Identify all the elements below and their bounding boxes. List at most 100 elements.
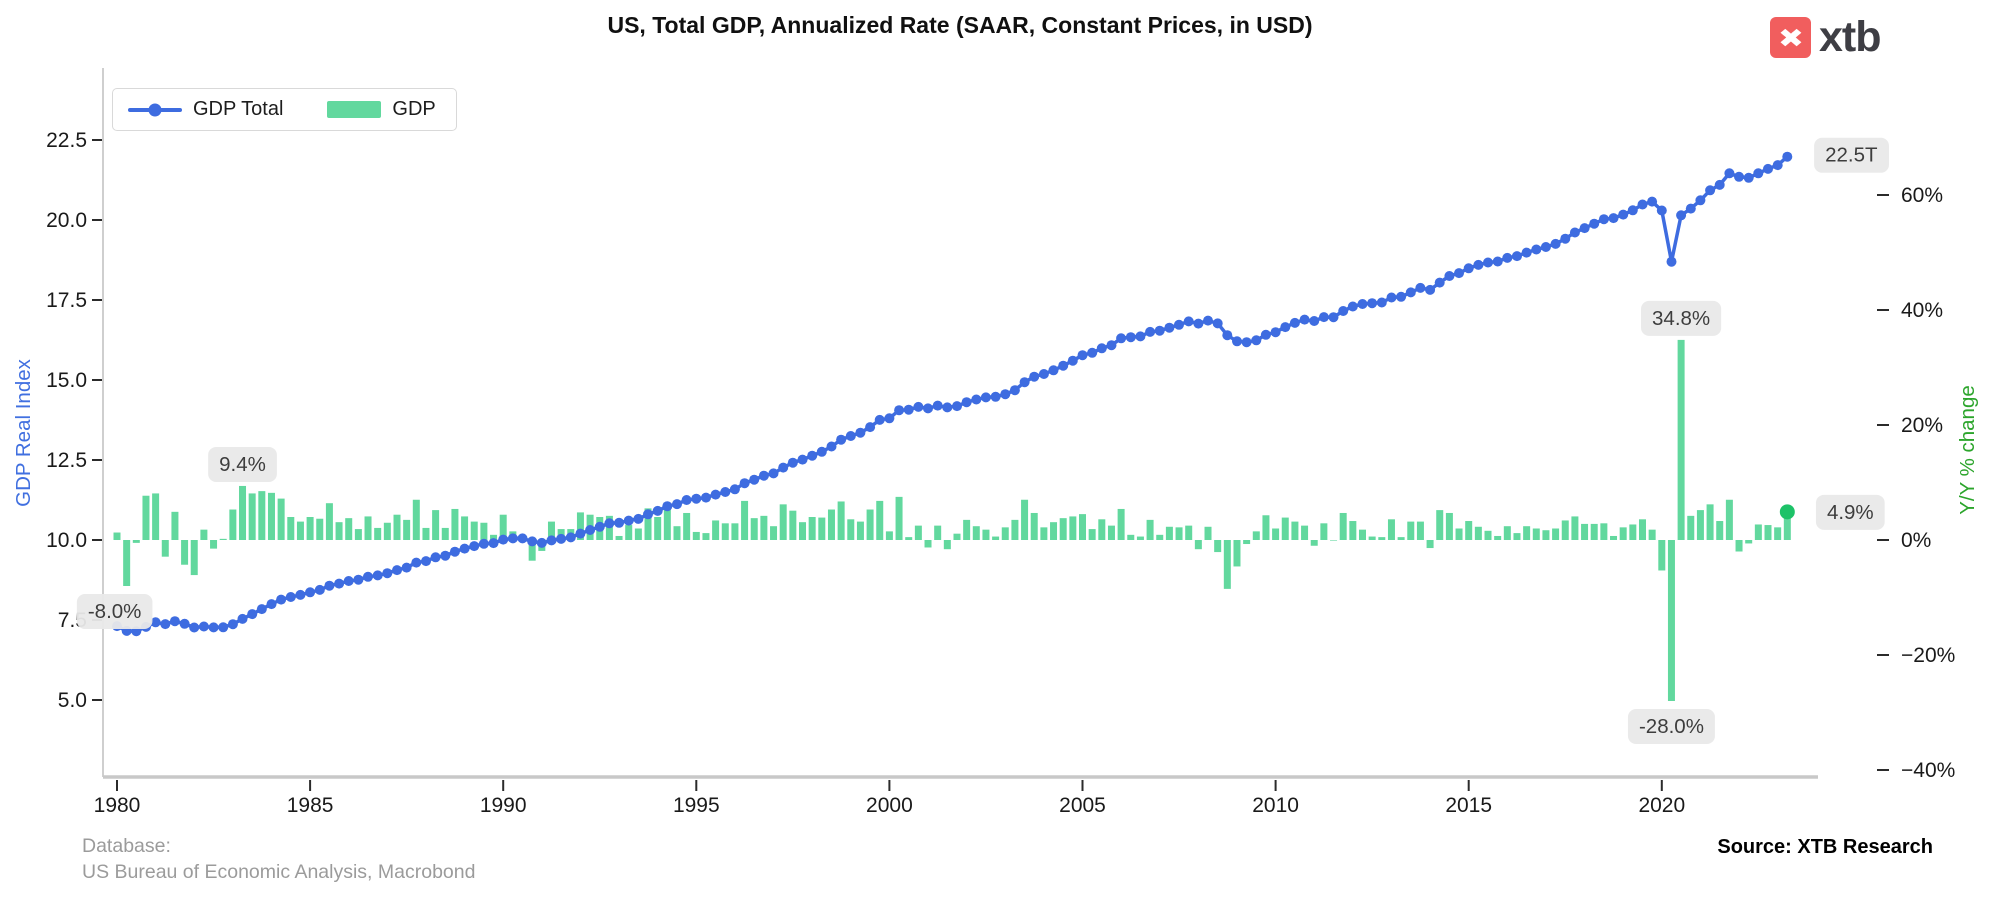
gdp-bar xyxy=(258,491,266,540)
gdp-bar xyxy=(654,517,662,540)
gdp-bar xyxy=(441,527,449,540)
gdp-total-marker xyxy=(1386,292,1397,303)
gdp-bar xyxy=(692,531,700,540)
gdp-bar xyxy=(1552,528,1560,540)
gdp-total-marker xyxy=(392,565,402,576)
gdp-bar xyxy=(528,540,536,561)
gdp-total-marker xyxy=(469,541,480,552)
annotation-box xyxy=(1814,137,1890,173)
gdp-bar xyxy=(123,540,131,586)
gdp-total-marker xyxy=(633,513,644,524)
gdp-bar xyxy=(1079,514,1086,540)
gdp-bar xyxy=(239,485,247,540)
gdp-total-marker xyxy=(527,536,538,547)
gdp-total-marker xyxy=(1763,163,1773,174)
gdp-bar xyxy=(1532,528,1540,540)
gdp-total-marker xyxy=(1222,330,1233,341)
gdp-bar xyxy=(866,509,874,540)
gdp-bar xyxy=(316,518,324,540)
gdp-total-marker xyxy=(1096,343,1107,354)
gdp-bar xyxy=(412,499,420,540)
gdp-bar xyxy=(1474,526,1482,540)
gdp-bar xyxy=(1445,512,1453,540)
gdp-total-marker xyxy=(343,576,354,586)
gdp-bar xyxy=(1050,522,1058,540)
x-tick-label: 1985 xyxy=(287,794,334,817)
gdp-bar xyxy=(1339,512,1347,540)
gdp-total-marker xyxy=(189,622,200,633)
gdp-bar xyxy=(625,525,633,540)
gdp-bar xyxy=(181,540,189,565)
gdp-total-marker xyxy=(643,509,653,520)
gdp-bar xyxy=(1098,519,1106,540)
gdp-bar xyxy=(277,498,285,540)
gdp-bar xyxy=(1252,531,1260,540)
gdp-bar xyxy=(210,540,218,549)
gdp-total-marker xyxy=(913,401,924,412)
gdp-total-marker xyxy=(1772,160,1783,171)
gdp-bar xyxy=(721,523,729,540)
gdp-bar xyxy=(1223,540,1231,589)
gdp-total-marker xyxy=(816,446,827,457)
gdp-bar xyxy=(470,521,478,540)
gdp-bar xyxy=(1687,515,1695,540)
gdp-bar xyxy=(1542,530,1550,540)
gdp-total-marker xyxy=(1454,268,1464,279)
gdp-total-marker xyxy=(382,568,393,579)
database-value: US Bureau of Economic Analysis, Macrobon… xyxy=(82,861,476,883)
gdp-bar xyxy=(113,532,121,540)
gdp-bar xyxy=(1127,534,1135,540)
gdp-bar xyxy=(1185,525,1193,540)
gdp-total-marker xyxy=(1174,319,1184,330)
gdp-bar xyxy=(499,514,507,540)
gdp-total-marker xyxy=(710,489,721,500)
source-note: Source: XTB Research xyxy=(1717,836,1933,858)
gdp-total-marker xyxy=(421,556,431,567)
gdp-bar xyxy=(1754,524,1762,540)
gdp-bar xyxy=(992,536,1000,540)
gdp-total-marker xyxy=(198,621,209,632)
gdp-bar xyxy=(876,500,884,540)
gdp-total-marker xyxy=(565,532,576,543)
gdp-total-marker xyxy=(1637,199,1648,210)
gdp-bar xyxy=(1194,540,1202,550)
gdp-total-marker xyxy=(1666,256,1677,267)
gdp-total-marker xyxy=(1405,287,1416,298)
gdp-bar xyxy=(1272,528,1280,540)
gdp-total-marker xyxy=(1193,318,1204,329)
gdp-bar xyxy=(1262,515,1270,540)
gdp-bar xyxy=(432,510,440,540)
gdp-bar xyxy=(1745,540,1753,544)
x-tick-label: 2015 xyxy=(1445,794,1492,817)
gdp-bar xyxy=(963,519,971,540)
gdp-bar xyxy=(1696,510,1704,540)
annotation-28.0: -28.0% xyxy=(1639,715,1704,738)
gdp-bar xyxy=(1629,524,1637,540)
gdp-total-marker xyxy=(865,422,876,433)
right-tick-label: 60% xyxy=(1901,184,1943,207)
gdp-total-marker xyxy=(662,501,673,512)
gdp-total-marker xyxy=(1038,369,1049,379)
gdp-bar xyxy=(1397,537,1405,540)
gdp-total-marker xyxy=(556,533,567,544)
annotation-4.9: 4.9% xyxy=(1827,501,1874,524)
annotation-34.8: 34.8% xyxy=(1652,307,1710,330)
legend-line-swatch-icon xyxy=(128,103,182,116)
gdp-bar xyxy=(1610,535,1618,540)
gdp-total-marker xyxy=(1598,214,1609,225)
gdp-total-marker xyxy=(1338,306,1349,316)
gdp-bar xyxy=(1117,508,1125,540)
gdp-total-marker xyxy=(1608,213,1619,224)
xtb-logo-box: ✖ xyxy=(1770,17,1811,58)
gdp-bar xyxy=(712,520,720,540)
legend-label-gdp-total: GDP Total xyxy=(193,98,284,120)
gdp-total-marker xyxy=(150,617,161,628)
gdp-bar xyxy=(1561,520,1569,540)
gdp-total-marker xyxy=(874,414,885,425)
gdp-bar xyxy=(1165,526,1173,540)
gdp-total-marker xyxy=(353,574,364,585)
gdp-total-marker xyxy=(498,534,509,545)
legend-bar-swatch-icon xyxy=(327,101,382,118)
gdp-total-marker xyxy=(1531,244,1542,255)
